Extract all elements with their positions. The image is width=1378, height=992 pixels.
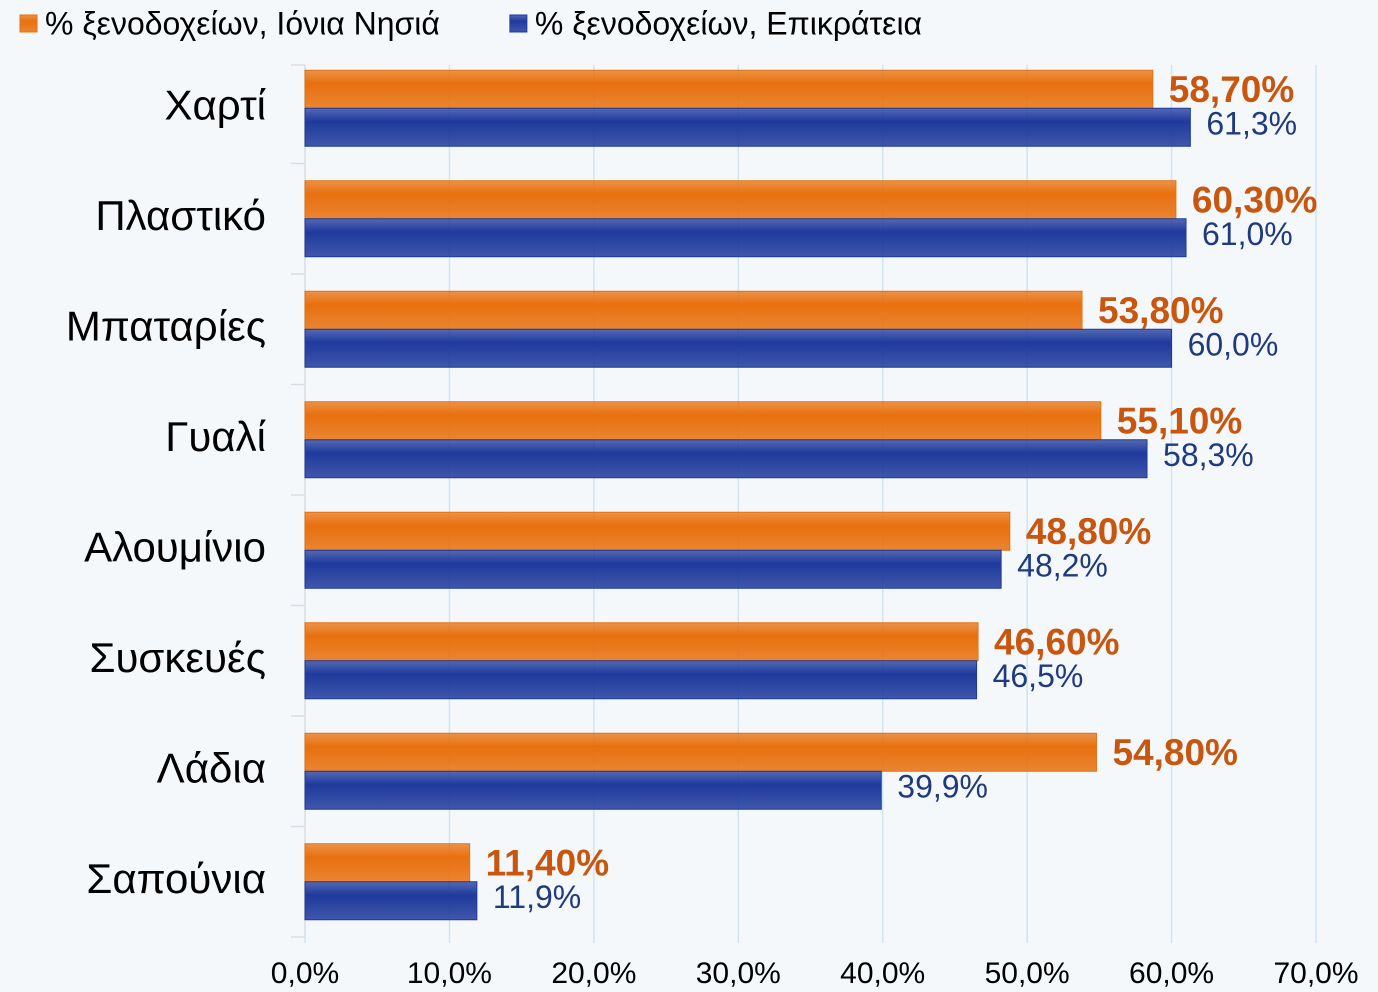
category-label: Μπαταρίες [66,302,266,349]
legend-swatch [19,14,38,33]
value-label: 53,80% [1098,290,1224,331]
legend-label: % ξενοδοχείων, Ιόνια Νησιά [45,5,440,41]
x-tick-label: 20,0% [551,957,636,990]
bar [304,180,1177,220]
bar [304,622,979,662]
value-label: 48,2% [1017,548,1108,584]
bar [304,290,1083,330]
value-label: 61,3% [1206,106,1297,142]
bar [304,732,1097,772]
x-tick-label: 30,0% [696,957,781,990]
category-label: Αλουμίνιο [84,523,266,570]
x-tick-label: 10,0% [407,957,492,990]
category-label: Πλαστικό [95,192,266,239]
bar [304,107,1191,147]
value-label: 54,80% [1112,732,1238,773]
legend-swatch [509,14,528,33]
category-label: Χαρτί [164,81,266,128]
category-label: Συσκευές [89,634,266,681]
value-label: 61,0% [1202,216,1293,252]
value-label: 48,80% [1026,511,1152,552]
bar [304,328,1173,368]
bar [304,511,1011,551]
value-label: 46,60% [994,622,1119,663]
category-label: Λάδια [157,744,266,791]
x-tick-label: 50,0% [985,957,1070,990]
bar [304,69,1154,109]
x-tick-label: 70,0% [1273,957,1358,990]
bar [304,843,471,883]
value-label: 58,3% [1163,437,1254,473]
value-label: 11,9% [493,879,581,915]
bar [304,401,1102,441]
x-tick-label: 40,0% [840,957,925,990]
bar [304,439,1148,479]
value-label: 46,5% [993,658,1084,694]
bar [304,549,1002,589]
bar [304,881,478,921]
bar [304,660,978,700]
value-label: 11,40% [486,843,609,884]
legend-label: % ξενοδοχείων, Επικράτεια [535,5,922,41]
value-label: 55,10% [1117,401,1243,442]
value-label: 60,30% [1192,180,1318,221]
category-label: Γυαλί [165,413,266,460]
value-label: 39,9% [897,769,988,805]
bar [304,770,882,810]
x-tick-label: 0,0% [271,957,339,990]
bar [304,218,1187,258]
x-tick-label: 60,0% [1129,957,1214,990]
value-label: 58,70% [1169,69,1295,110]
category-label: Σαπούνια [86,855,266,902]
value-label: 60,0% [1188,327,1279,363]
